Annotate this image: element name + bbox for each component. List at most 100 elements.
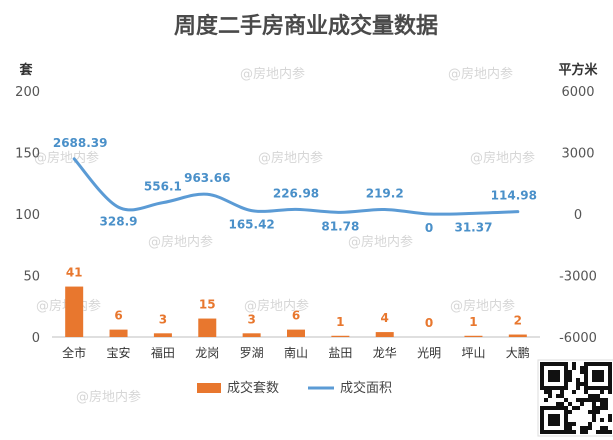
bar — [65, 286, 84, 337]
qr-module — [548, 394, 552, 398]
qr-module — [604, 398, 608, 402]
category-label: 坪山 — [461, 346, 485, 360]
bar-data-label: 6 — [292, 309, 300, 323]
left-tick-label: 50 — [23, 270, 40, 285]
line-data-label: 226.98 — [273, 186, 319, 200]
line-data-label: 556.1 — [144, 180, 182, 194]
qr-module — [592, 410, 596, 414]
qr-module — [588, 410, 592, 414]
category-label: 龙岗 — [195, 346, 219, 360]
bar-data-label: 41 — [66, 266, 83, 280]
qr-module — [580, 382, 584, 386]
qr-module — [604, 426, 608, 430]
legend-swatch-bar — [197, 383, 221, 393]
qr-module — [592, 394, 596, 398]
qr-finder — [592, 370, 604, 382]
qr-module — [576, 406, 580, 410]
line-data-label: 114.98 — [491, 189, 537, 203]
bar-data-label: 1 — [469, 315, 477, 329]
qr-module — [600, 418, 604, 422]
category-label: 龙华 — [373, 346, 397, 360]
qr-module — [572, 362, 576, 366]
line-data-label: 963.66 — [184, 171, 230, 185]
bar-series — [65, 286, 527, 337]
qr-module — [572, 366, 576, 370]
qr-code — [537, 359, 613, 437]
watermark-text: @房地内参 — [240, 66, 305, 82]
qr-module — [588, 398, 592, 402]
category-label: 大鹏 — [506, 346, 530, 360]
qr-module — [592, 406, 596, 410]
qr-module — [560, 402, 564, 406]
qr-module — [604, 406, 608, 410]
line-data-label: 165.42 — [228, 218, 274, 232]
bar-data-label: 1 — [336, 315, 344, 329]
legend: 成交套数 成交面积 — [197, 380, 392, 396]
qr-module — [544, 390, 548, 394]
right-tick-label: -3000 — [559, 270, 597, 285]
qr-module — [544, 398, 548, 402]
qr-module — [576, 386, 580, 390]
bar-data-label: 4 — [381, 311, 389, 325]
qr-module — [604, 402, 608, 406]
qr-module — [592, 398, 596, 402]
bar — [375, 332, 394, 337]
qr-module — [608, 414, 612, 418]
line-data-label: 2688.39 — [53, 136, 108, 150]
qr-module — [556, 402, 560, 406]
right-tick-label: -6000 — [559, 331, 597, 346]
bar-data-label: 2 — [514, 314, 522, 328]
category-label: 罗湖 — [240, 345, 264, 360]
watermark-layer: @房地内参 @房地内参 @房地内参 @房地内参 @房地内参 @房地内参 @房地内参 @房地内参… — [34, 66, 535, 405]
qr-module — [596, 410, 600, 414]
bar-data-label: 3 — [159, 312, 167, 326]
qr-finder — [548, 414, 560, 426]
qr-module — [560, 390, 564, 394]
qr-module — [596, 398, 600, 402]
bar — [198, 318, 217, 337]
line-data-label: 0 — [425, 221, 433, 235]
bar — [242, 333, 261, 337]
qr-module — [576, 378, 580, 382]
right-axis: -6000 -3000 0 3000 6000 — [559, 85, 597, 346]
qr-module — [560, 394, 564, 398]
watermark-text: @房地内参 — [148, 234, 213, 250]
qr-module — [600, 398, 604, 402]
bar-data-label: 15 — [199, 298, 216, 312]
qr-module — [548, 390, 552, 394]
qr-module — [572, 406, 576, 410]
left-tick-label: 150 — [15, 147, 40, 162]
qr-module — [592, 414, 596, 418]
qr-module — [564, 398, 568, 402]
watermark-text: @房地内参 — [348, 234, 413, 250]
watermark-text: @房地内参 — [448, 66, 513, 82]
left-tick-label: 200 — [15, 85, 40, 100]
qr-module — [580, 430, 584, 434]
line-data-label: 219.2 — [366, 187, 404, 201]
qr-module — [568, 402, 572, 406]
qr-module — [600, 426, 604, 430]
qr-module — [596, 430, 600, 434]
right-tick-label: 6000 — [561, 85, 594, 100]
qr-module — [608, 390, 612, 394]
category-label: 全市 — [62, 345, 86, 360]
right-axis-unit: 平方米 — [558, 62, 598, 78]
qr-module — [572, 390, 576, 394]
qr-module — [608, 418, 612, 422]
qr-finder — [548, 370, 560, 382]
qr-module — [568, 370, 572, 374]
left-tick-label: 0 — [32, 331, 40, 346]
qr-module — [568, 430, 572, 434]
category-label: 光明 — [417, 346, 441, 360]
qr-module — [568, 374, 572, 378]
category-label: 福田 — [151, 345, 175, 360]
qr-module — [600, 406, 604, 410]
qr-module — [580, 398, 584, 402]
bar — [153, 333, 172, 337]
qr-module — [572, 422, 576, 426]
qr-module — [568, 378, 572, 382]
left-axis: 0 50 100 150 200 — [15, 85, 40, 346]
qr-module — [592, 418, 596, 422]
qr-module — [596, 394, 600, 398]
